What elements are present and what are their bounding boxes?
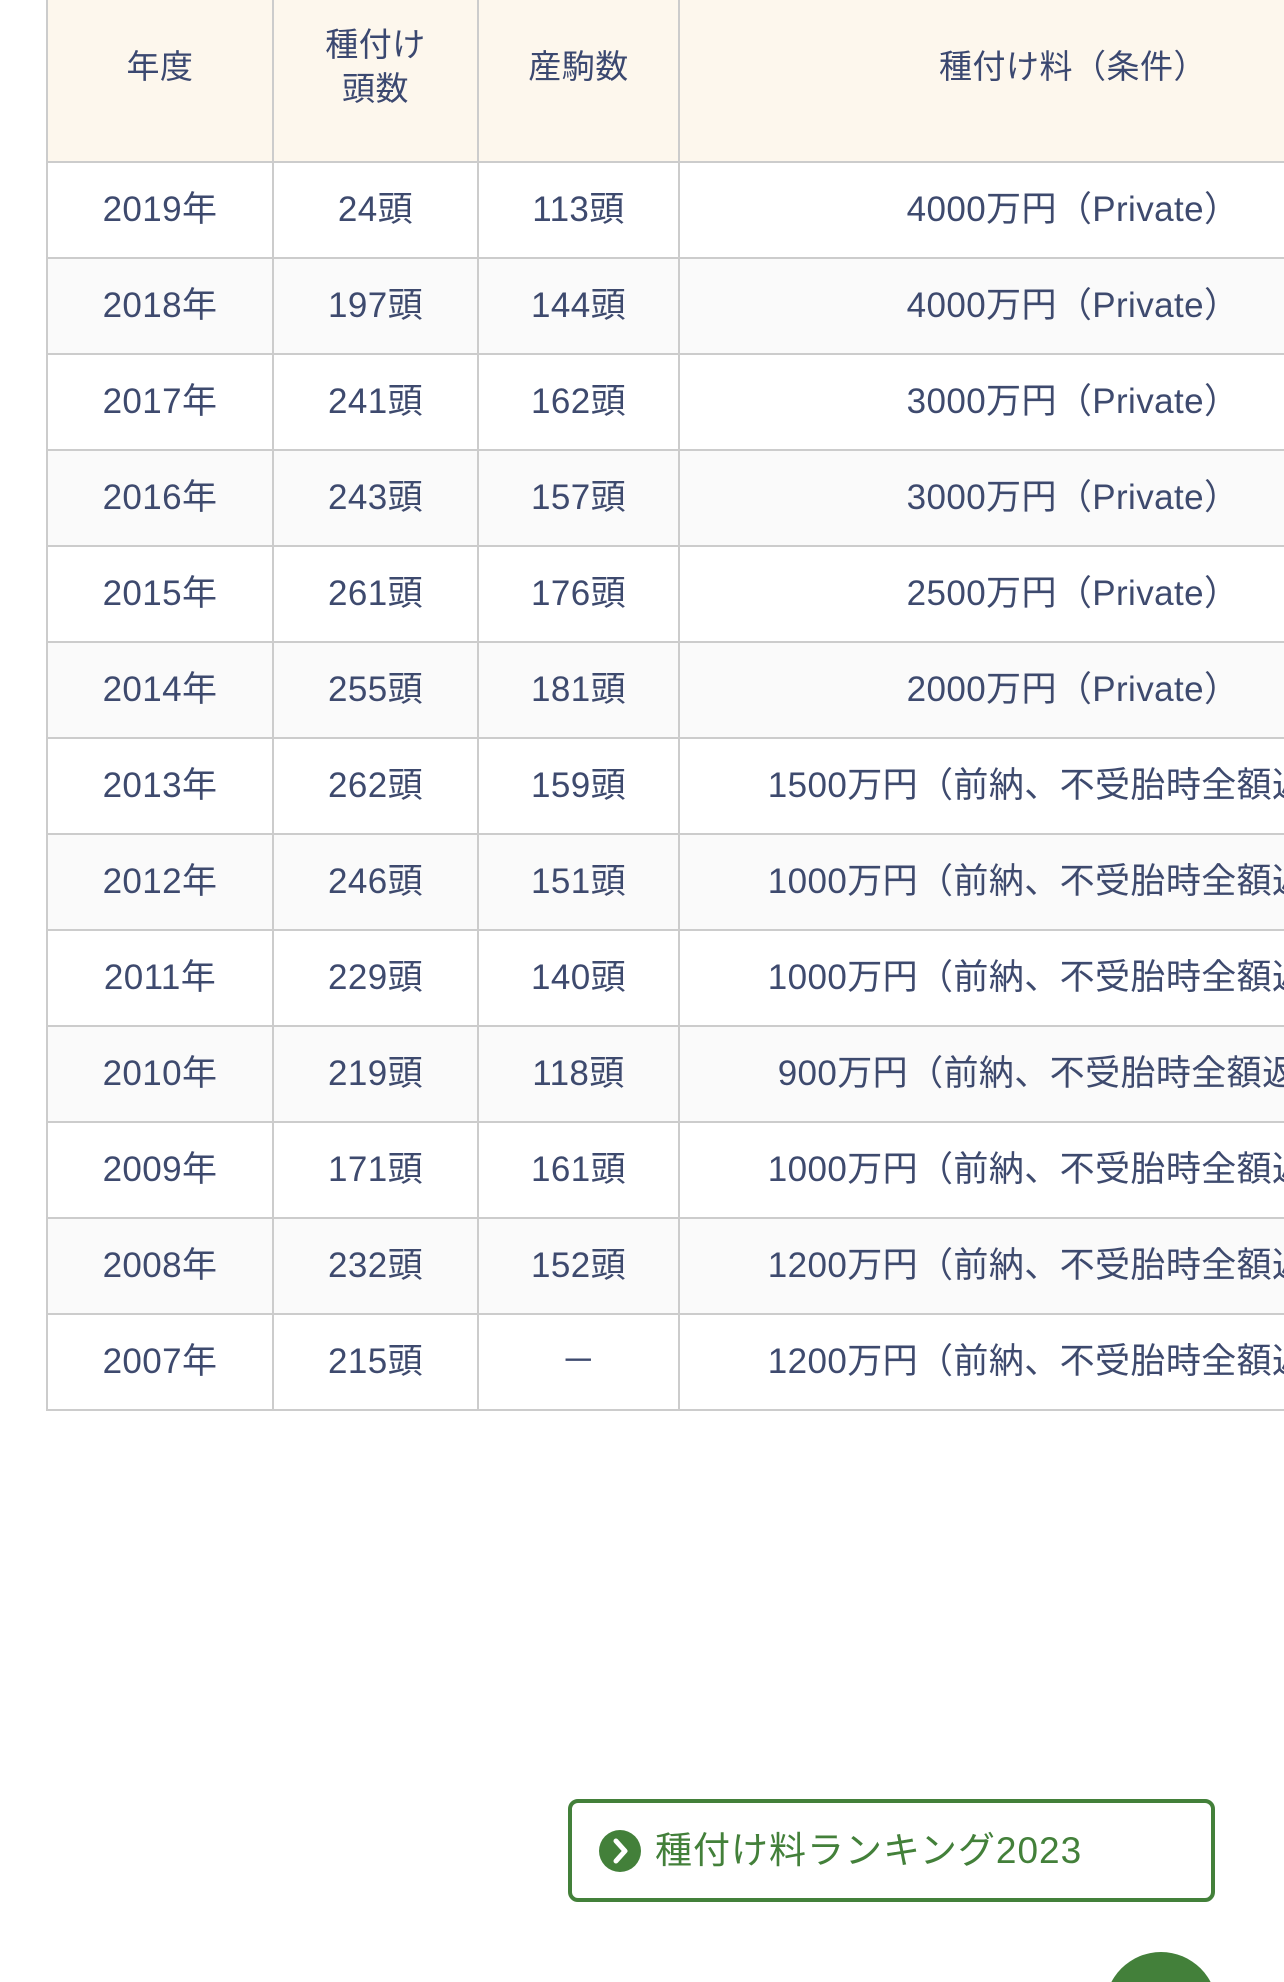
column-header-year: 年度 [46, 0, 274, 163]
cell-mated-count: 219頭 [272, 1025, 479, 1123]
cell-year: 2010年 [46, 1025, 274, 1123]
column-header-stud-fee: 種付け料（条件） [678, 0, 1284, 163]
cell-mated-count: 171頭 [272, 1121, 479, 1219]
stud-fee-ranking-button-label: 種付け料ランキング2023 [655, 1830, 1083, 1871]
cell-foal-count: － [477, 1313, 680, 1411]
cell-foal-count: 159頭 [477, 737, 680, 835]
cell-foal-count: 113頭 [477, 161, 680, 259]
cell-foal-count: 144頭 [477, 257, 680, 355]
cell-stud-fee: 1200万円（前納、不受胎時全額返還） [678, 1217, 1284, 1315]
table-row: 2014年 255頭 181頭 2000万円（Private） [46, 641, 1284, 739]
stud-record-table-wrapper: 年度 種付け 頭数 産駒数 種付け料（条件） 2019年 24頭 113頭 4000万… [46, 0, 1284, 1411]
cell-foal-count: 157頭 [477, 449, 680, 547]
column-header-mated-count-label-line2: 頭数 [342, 69, 409, 107]
stud-record-table: 年度 種付け 頭数 産駒数 種付け料（条件） 2019年 24頭 113頭 4000万… [46, 0, 1284, 1411]
cell-stud-fee: 2500万円（Private） [678, 545, 1284, 643]
cell-stud-fee: 4000万円（Private） [678, 257, 1284, 355]
cell-mated-count: 262頭 [272, 737, 479, 835]
cell-year: 2009年 [46, 1121, 274, 1219]
cell-foal-count: 151頭 [477, 833, 680, 931]
cell-mated-count: 215頭 [272, 1313, 479, 1411]
table-row: 2017年 241頭 162頭 3000万円（Private） [46, 353, 1284, 451]
cell-year: 2012年 [46, 833, 274, 931]
cell-foal-count: 118頭 [477, 1025, 680, 1123]
cell-mated-count: 243頭 [272, 449, 479, 547]
cell-foal-count: 140頭 [477, 929, 680, 1027]
cell-mated-count: 229頭 [272, 929, 479, 1027]
cell-foal-count: 176頭 [477, 545, 680, 643]
cell-mated-count: 197頭 [272, 257, 479, 355]
chevron-right-circle-icon [599, 1829, 641, 1872]
column-header-year-label: 年度 [126, 47, 194, 85]
cell-year: 2016年 [46, 449, 274, 547]
cell-stud-fee: 4000万円（Private） [678, 161, 1284, 259]
cell-stud-fee: 900万円（前納、不受胎時全額返還） [678, 1025, 1284, 1123]
cell-year: 2019年 [46, 161, 274, 259]
cell-mated-count: 261頭 [272, 545, 479, 643]
cell-stud-fee: 1500万円（前納、不受胎時全額返還） [678, 737, 1284, 835]
cell-stud-fee: 3000万円（Private） [678, 353, 1284, 451]
cell-stud-fee: 1000万円（前納、不受胎時全額返還） [678, 929, 1284, 1027]
scroll-to-top-fab[interactable] [1105, 1952, 1217, 1982]
column-header-foal-count: 産駒数 [477, 0, 680, 163]
cell-stud-fee: 1000万円（前納、不受胎時全額返還） [678, 1121, 1284, 1219]
table-header: 年度 種付け 頭数 産駒数 種付け料（条件） [46, 0, 1284, 163]
cell-mated-count: 241頭 [272, 353, 479, 451]
column-header-mated-count: 種付け 頭数 [272, 0, 479, 163]
stud-fee-ranking-button[interactable]: 種付け料ランキング2023 [568, 1799, 1215, 1902]
table-row: 2015年 261頭 176頭 2500万円（Private） [46, 545, 1284, 643]
cell-year: 2018年 [46, 257, 274, 355]
cell-foal-count: 162頭 [477, 353, 680, 451]
cell-year: 2011年 [46, 929, 274, 1027]
cell-stud-fee: 2000万円（Private） [678, 641, 1284, 739]
cell-mated-count: 232頭 [272, 1217, 479, 1315]
cell-stud-fee: 1200万円（前納、不受胎時全額返還） [678, 1313, 1284, 1411]
cell-foal-count: 161頭 [477, 1121, 680, 1219]
table-row: 2018年 197頭 144頭 4000万円（Private） [46, 257, 1284, 355]
cell-mated-count: 24頭 [272, 161, 479, 259]
cell-year: 2014年 [46, 641, 274, 739]
column-header-stud-fee-label: 種付け料（条件） [939, 47, 1207, 85]
column-header-mated-count-label-line1: 種付け [325, 25, 426, 63]
cell-stud-fee: 1000万円（前納、不受胎時全額返還） [678, 833, 1284, 931]
cell-mated-count: 246頭 [272, 833, 479, 931]
table-body: 2019年 24頭 113頭 4000万円（Private） 2018年 197頭 144頭… [46, 161, 1284, 1411]
cell-year: 2017年 [46, 353, 274, 451]
column-header-foal-count-label: 産駒数 [528, 47, 629, 85]
cell-year: 2015年 [46, 545, 274, 643]
cell-foal-count: 152頭 [477, 1217, 680, 1315]
table-header-row: 年度 種付け 頭数 産駒数 種付け料（条件） [46, 0, 1284, 163]
cell-mated-count: 255頭 [272, 641, 479, 739]
cell-year: 2013年 [46, 737, 274, 835]
table-row: 2016年 243頭 157頭 3000万円（Private） [46, 449, 1284, 547]
cell-year: 2007年 [46, 1313, 274, 1411]
cell-foal-count: 181頭 [477, 641, 680, 739]
cell-stud-fee: 3000万円（Private） [678, 449, 1284, 547]
table-row: 2019年 24頭 113頭 4000万円（Private） [46, 161, 1284, 259]
cell-year: 2008年 [46, 1217, 274, 1315]
